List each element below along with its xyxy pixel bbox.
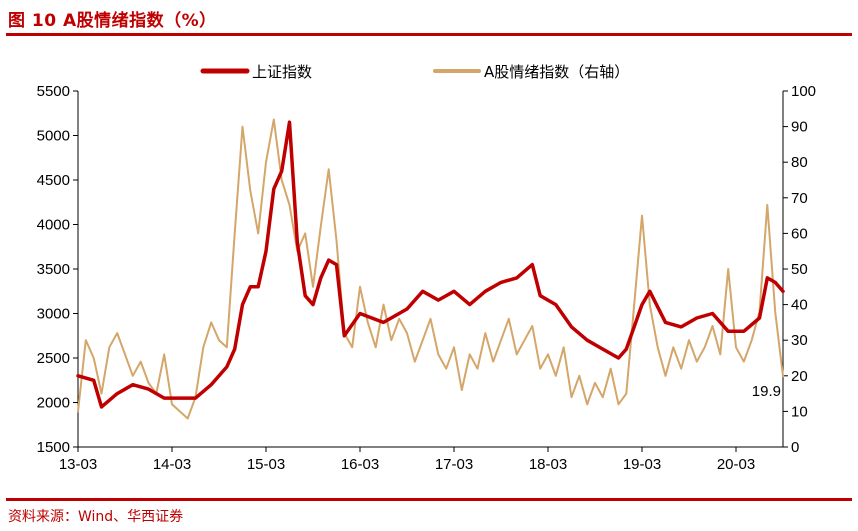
series-sentiment-line — [77, 118, 784, 420]
y-left-tick-label: 1500 — [37, 439, 70, 456]
end-value-annotation: 19.9 — [752, 383, 781, 400]
y-axis-left-ticks: 1500 2000 2500 3000 3500 4000 4500 5000 5500 — [37, 83, 78, 456]
y-right-tick-label: 60 — [791, 225, 808, 242]
y-left-tick-label: 3000 — [37, 306, 70, 323]
source-rule — [6, 498, 852, 501]
title-rule — [6, 33, 852, 36]
legend: 上证指数 A股情绪指数（右轴） — [200, 63, 629, 81]
legend-item-sentiment: A股情绪指数（右轴） — [433, 63, 629, 81]
y-left-tick-label: 2500 — [37, 350, 70, 367]
y-left-tick-label: 4500 — [37, 172, 70, 189]
series-sse-line — [76, 120, 785, 409]
x-tick-label: 17-03 — [435, 456, 473, 473]
x-tick-label: 14-03 — [153, 456, 191, 473]
y-right-tick-label: 90 — [791, 119, 808, 136]
x-tick-label: 13-03 — [59, 456, 97, 473]
x-axis-ticks: 13-03 14-03 15-03 16-03 17-03 18-03 19-03 20-03 — [59, 447, 755, 473]
y-right-tick-label: 0 — [791, 439, 799, 456]
series-layer — [76, 118, 785, 420]
legend-label: A股情绪指数（右轴） — [484, 63, 629, 81]
y-right-tick-label: 80 — [791, 154, 808, 171]
y-right-tick-label: 20 — [791, 368, 808, 385]
x-tick-label: 19-03 — [623, 456, 661, 473]
x-tick-label: 15-03 — [247, 456, 285, 473]
y-left-tick-label: 5500 — [37, 83, 70, 100]
y-left-tick-label: 4000 — [37, 217, 70, 234]
y-right-tick-label: 30 — [791, 332, 808, 349]
legend-label: 上证指数 — [252, 63, 312, 81]
legend-item-sse: 上证指数 — [200, 63, 312, 81]
y-right-tick-label: 100 — [791, 83, 816, 100]
y-left-tick-label: 3500 — [37, 261, 70, 278]
x-tick-label: 20-03 — [717, 456, 755, 473]
figure-title: 图 10 A股情绪指数（%） — [8, 11, 217, 31]
y-left-tick-label: 2000 — [37, 395, 70, 412]
y-right-tick-label: 50 — [791, 261, 808, 278]
y-right-tick-label: 10 — [791, 403, 808, 420]
chart-svg: 1500 2000 2500 3000 3500 4000 4500 5000 5500 0 10… — [37, 63, 816, 473]
x-tick-label: 18-03 — [529, 456, 567, 473]
y-right-tick-label: 40 — [791, 297, 808, 314]
x-tick-label: 16-03 — [341, 456, 379, 473]
source-note: 资料来源：Wind、华西证券 — [8, 509, 184, 525]
y-left-tick-label: 5000 — [37, 128, 70, 145]
plot-area: 1500 2000 2500 3000 3500 4000 4500 5000 5500 0 10… — [37, 83, 816, 473]
y-right-tick-label: 70 — [791, 190, 808, 207]
y-axis-right-ticks: 0 10 20 30 40 50 60 70 80 90 100 — [783, 83, 816, 456]
